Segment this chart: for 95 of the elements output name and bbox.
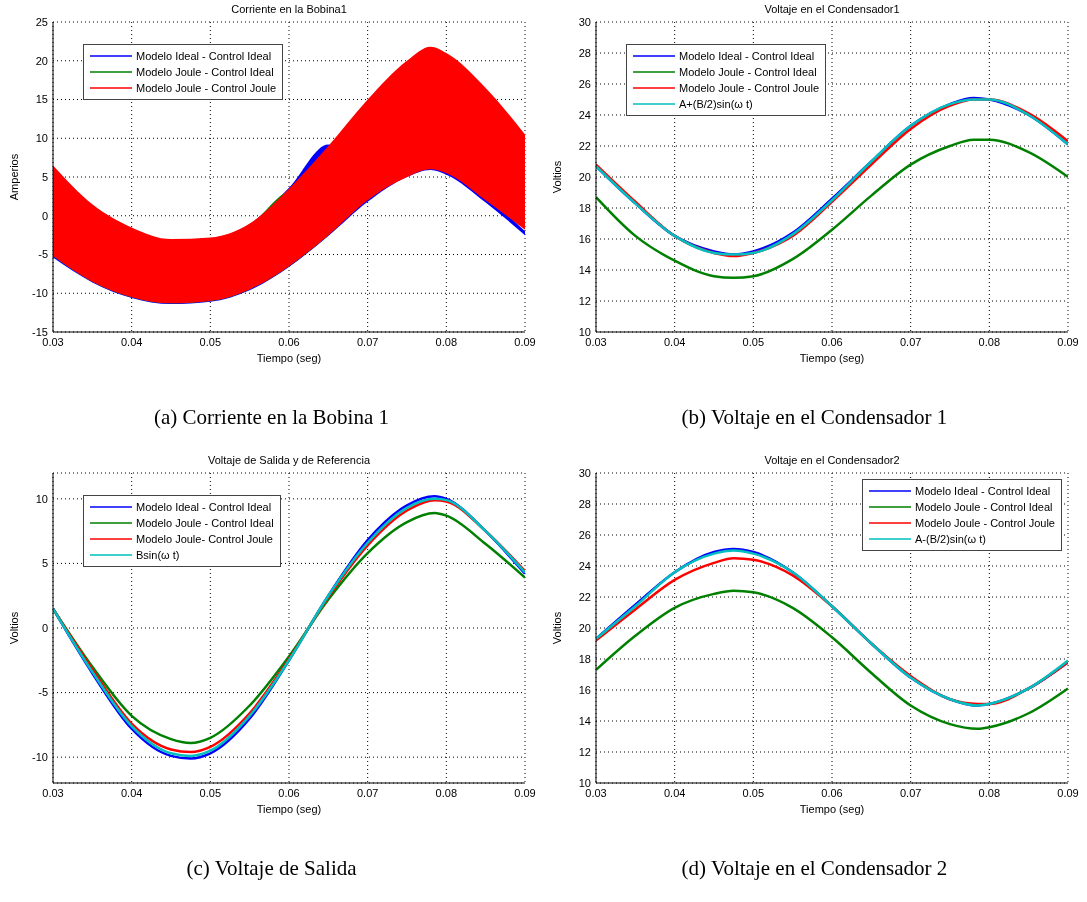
x-tick-label: 0.07 bbox=[899, 786, 922, 799]
x-tick-label: 0.04 bbox=[120, 786, 143, 799]
legend-label: Modelo Ideal - Control Ideal bbox=[136, 501, 272, 513]
legend-label: Bsin(ω t) bbox=[136, 549, 180, 561]
x-tick-label: 0.03 bbox=[585, 786, 607, 799]
y-tick-label: 30 bbox=[578, 15, 591, 28]
y-tick-label: -5 bbox=[38, 686, 48, 699]
y-tick-label: 10 bbox=[35, 132, 48, 145]
y-tick-label: 14 bbox=[578, 263, 591, 276]
y-tick-label: 5 bbox=[41, 557, 48, 570]
x-axis-title: Tiempo (seg) bbox=[255, 803, 323, 815]
y-tick-label: 16 bbox=[578, 232, 591, 245]
x-tick-label: 0.08 bbox=[978, 786, 1001, 799]
legend-label: Modelo Joule - Control Joule bbox=[136, 82, 277, 94]
y-tick-label: -15 bbox=[32, 325, 48, 338]
y-tick-label: 28 bbox=[578, 497, 591, 510]
y-tick-label: 16 bbox=[578, 683, 591, 696]
y-axis-title: Voltios bbox=[7, 611, 20, 645]
x-tick-label: 0.05 bbox=[199, 786, 222, 799]
y-axis-title: Amperios bbox=[7, 153, 20, 201]
legend-label: A+(B/2)sin(ω t) bbox=[679, 98, 753, 110]
y-tick-label: 14 bbox=[578, 714, 591, 727]
y-tick-label: 22 bbox=[578, 139, 591, 152]
legend-label: Modelo Joule - Control Ideal bbox=[914, 501, 1053, 513]
y-tick-label: 24 bbox=[578, 108, 591, 121]
chart-title: Corriente en la Bobina1 bbox=[230, 3, 348, 15]
y-tick-label: 26 bbox=[578, 528, 591, 541]
y-tick-label: -5 bbox=[38, 248, 48, 261]
chart-title: Voltaje en el Condensador2 bbox=[763, 454, 901, 466]
x-tick-label: 0.03 bbox=[42, 335, 64, 348]
x-tick-label: 0.03 bbox=[585, 335, 607, 348]
legend-label: Modelo Ideal - Control Ideal bbox=[679, 50, 815, 62]
legend-label: Modelo Ideal - Control Ideal bbox=[914, 485, 1051, 497]
y-axis-title: Voltios bbox=[550, 160, 563, 194]
legend-label: Modelo Joule - Control Ideal bbox=[136, 66, 274, 78]
x-tick-label: 0.07 bbox=[899, 335, 922, 348]
legend-label: Modelo Joule - Control Ideal bbox=[679, 66, 817, 78]
text: (b) Voltaje en el Condensador 1 bbox=[680, 405, 949, 430]
x-tick-label: 0.08 bbox=[435, 786, 458, 799]
x-tick-label: 0.09 bbox=[514, 335, 536, 348]
legend-label: Modelo Ideal - Control Ideal bbox=[136, 50, 272, 62]
y-tick-label: 5 bbox=[41, 170, 48, 183]
x-tick-label: 0.05 bbox=[742, 786, 765, 799]
y-tick-label: -10 bbox=[32, 287, 48, 300]
x-tick-label: 0.04 bbox=[663, 335, 686, 348]
y-tick-label: 0 bbox=[41, 209, 48, 222]
legend-label: Modelo Joule - Control Joule bbox=[679, 82, 820, 94]
y-tick-label: 10 bbox=[35, 492, 48, 505]
legend-label: Modelo Joule- Control Joule bbox=[136, 533, 273, 545]
legend-label: Modelo Joule - Control Ideal bbox=[136, 517, 274, 529]
y-tick-label: 10 bbox=[578, 325, 591, 338]
y-tick-label: 10 bbox=[578, 776, 591, 789]
x-tick-label: 0.03 bbox=[42, 786, 64, 799]
y-tick-label: 12 bbox=[578, 294, 591, 307]
y-axis-title: Voltios bbox=[550, 611, 563, 645]
x-tick-label: 0.05 bbox=[199, 335, 222, 348]
text: (d) Voltaje en el Condensador 2 bbox=[680, 856, 949, 881]
x-tick-label: 0.09 bbox=[1057, 786, 1079, 799]
text: (c) Voltaje de Salida bbox=[185, 856, 358, 881]
x-tick-label: 0.06 bbox=[278, 786, 300, 799]
x-tick-label: 0.06 bbox=[278, 335, 300, 348]
y-tick-label: 24 bbox=[578, 559, 591, 572]
x-axis-title: Tiempo (seg) bbox=[255, 352, 323, 364]
chart-title: Voltaje en el Condensador1 bbox=[763, 3, 901, 15]
y-tick-label: 25 bbox=[35, 15, 48, 28]
x-tick-label: 0.04 bbox=[663, 786, 686, 799]
x-tick-label: 0.08 bbox=[978, 335, 1001, 348]
x-tick-label: 0.07 bbox=[356, 335, 379, 348]
chart-title: Voltaje de Salida y de Referencia bbox=[206, 454, 372, 466]
x-tick-label: 0.05 bbox=[742, 335, 765, 348]
x-tick-label: 0.04 bbox=[120, 335, 143, 348]
y-tick-label: 18 bbox=[578, 652, 591, 665]
x-tick-label: 0.06 bbox=[821, 786, 843, 799]
x-tick-label: 0.07 bbox=[356, 786, 379, 799]
y-tick-label: -10 bbox=[32, 751, 48, 764]
x-axis-title: Tiempo (seg) bbox=[798, 803, 866, 815]
y-tick-label: 15 bbox=[35, 93, 48, 106]
y-tick-label: 22 bbox=[578, 590, 591, 603]
x-tick-label: 0.09 bbox=[1057, 335, 1079, 348]
y-tick-label: 30 bbox=[578, 466, 591, 479]
y-tick-label: 20 bbox=[578, 170, 591, 183]
y-tick-label: 26 bbox=[578, 77, 591, 90]
legend-label: A-(B/2)sin(ω t) bbox=[914, 533, 986, 545]
y-tick-label: 0 bbox=[41, 621, 48, 634]
text: (a) Corriente en la Bobina 1 bbox=[153, 405, 390, 430]
y-tick-label: 20 bbox=[35, 54, 48, 67]
x-tick-label: 0.09 bbox=[514, 786, 536, 799]
y-tick-label: 28 bbox=[578, 46, 591, 59]
x-axis-title: Tiempo (seg) bbox=[798, 352, 866, 364]
y-tick-label: 18 bbox=[578, 201, 591, 214]
x-tick-label: 0.08 bbox=[435, 335, 458, 348]
y-tick-label: 20 bbox=[578, 621, 591, 634]
x-tick-label: 0.06 bbox=[821, 335, 843, 348]
y-tick-label: 12 bbox=[578, 745, 591, 758]
legend-label: Modelo Joule - Control Joule bbox=[914, 517, 1055, 529]
